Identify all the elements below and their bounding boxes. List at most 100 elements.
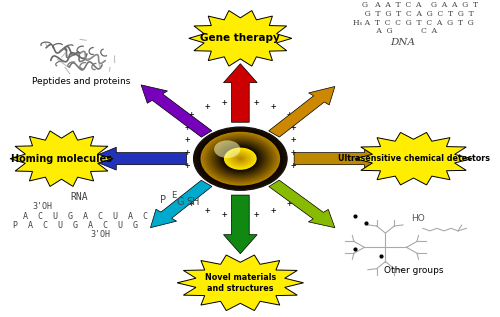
Circle shape: [236, 156, 245, 162]
Circle shape: [213, 140, 268, 177]
Circle shape: [232, 153, 249, 165]
Circle shape: [235, 155, 246, 162]
Circle shape: [195, 128, 286, 189]
Text: P  A  C  U  G  A  C  U  G: P A C U G A C U G: [13, 221, 138, 230]
FancyArrow shape: [294, 147, 392, 170]
Text: +: +: [184, 122, 190, 132]
Circle shape: [218, 144, 262, 173]
Circle shape: [198, 130, 282, 187]
Circle shape: [208, 137, 272, 180]
Circle shape: [199, 131, 281, 187]
Circle shape: [194, 127, 287, 190]
Text: +: +: [254, 210, 260, 219]
Circle shape: [230, 152, 250, 165]
Circle shape: [220, 145, 262, 173]
Circle shape: [204, 134, 276, 183]
Text: +: +: [184, 160, 190, 170]
Text: +: +: [291, 160, 296, 170]
Polygon shape: [177, 255, 304, 311]
FancyArrow shape: [150, 180, 212, 228]
Text: +: +: [222, 210, 226, 219]
Polygon shape: [355, 133, 472, 185]
Circle shape: [210, 138, 271, 179]
Text: 3'OH: 3'OH: [90, 230, 110, 239]
Circle shape: [234, 154, 247, 164]
Circle shape: [239, 158, 242, 160]
Text: +: +: [270, 102, 276, 111]
Text: +: +: [188, 110, 194, 119]
Text: SH: SH: [187, 197, 200, 207]
Text: +: +: [188, 198, 194, 208]
Text: A  C  U  G  A  C  U  A  C: A C U G A C U A C: [12, 212, 147, 221]
Circle shape: [210, 139, 270, 179]
Text: G: G: [176, 197, 184, 207]
Circle shape: [214, 141, 266, 176]
Circle shape: [224, 148, 256, 170]
Circle shape: [232, 153, 248, 164]
Circle shape: [230, 151, 251, 166]
Circle shape: [204, 134, 277, 184]
Circle shape: [240, 158, 241, 159]
Circle shape: [203, 133, 278, 184]
Text: HO: HO: [412, 214, 425, 223]
Text: +: +: [184, 135, 190, 144]
Circle shape: [206, 135, 274, 182]
Text: Gene therapy: Gene therapy: [200, 33, 280, 43]
FancyArrow shape: [269, 180, 335, 228]
Text: +: +: [287, 198, 292, 208]
Circle shape: [223, 147, 258, 170]
Text: +: +: [291, 135, 296, 144]
Circle shape: [194, 127, 286, 190]
Circle shape: [196, 129, 285, 189]
Text: +: +: [254, 98, 260, 107]
Circle shape: [214, 141, 267, 177]
Circle shape: [228, 151, 252, 167]
Text: E: E: [171, 191, 176, 200]
Polygon shape: [10, 131, 113, 186]
Text: +: +: [291, 122, 296, 132]
Circle shape: [209, 138, 272, 180]
Circle shape: [216, 142, 264, 175]
Circle shape: [227, 150, 254, 168]
FancyArrow shape: [88, 147, 186, 170]
Circle shape: [207, 136, 274, 181]
Text: RNA: RNA: [70, 192, 87, 202]
Circle shape: [220, 145, 260, 172]
Circle shape: [228, 150, 253, 167]
Polygon shape: [189, 10, 292, 66]
Circle shape: [224, 148, 256, 169]
Circle shape: [212, 139, 269, 178]
Circle shape: [202, 133, 278, 184]
Text: +: +: [184, 148, 190, 157]
Text: Homing molecules: Homing molecules: [11, 154, 112, 164]
Circle shape: [234, 154, 246, 163]
Text: Other groups: Other groups: [384, 266, 444, 275]
Text: +: +: [205, 206, 210, 215]
Circle shape: [231, 152, 250, 165]
Circle shape: [214, 140, 240, 158]
Circle shape: [236, 156, 244, 161]
Text: +: +: [238, 212, 243, 221]
Text: Peptides and proteins: Peptides and proteins: [32, 77, 130, 86]
Circle shape: [202, 132, 280, 185]
Text: G  T  G  T  C  A  G  C  T  G  T: G T G T C A G C T G T: [360, 10, 474, 18]
Text: P: P: [160, 196, 166, 205]
Circle shape: [196, 129, 284, 188]
Circle shape: [221, 146, 260, 172]
FancyArrow shape: [268, 87, 335, 137]
Text: Ultrasensitive chemical detectors: Ultrasensitive chemical detectors: [338, 154, 490, 163]
Circle shape: [200, 132, 280, 185]
Text: +: +: [222, 98, 226, 107]
Text: A  G            C  A: A G C A: [355, 27, 437, 35]
Text: 3'OH: 3'OH: [33, 202, 53, 211]
Text: +: +: [287, 110, 292, 119]
Circle shape: [237, 157, 244, 161]
Text: +: +: [291, 148, 296, 157]
Circle shape: [198, 130, 283, 188]
FancyArrow shape: [141, 85, 212, 137]
Text: Novel materials
and structures: Novel materials and structures: [204, 273, 276, 293]
Text: DNA: DNA: [390, 38, 415, 47]
Circle shape: [212, 140, 268, 178]
Circle shape: [226, 149, 255, 169]
Text: +: +: [205, 102, 210, 111]
